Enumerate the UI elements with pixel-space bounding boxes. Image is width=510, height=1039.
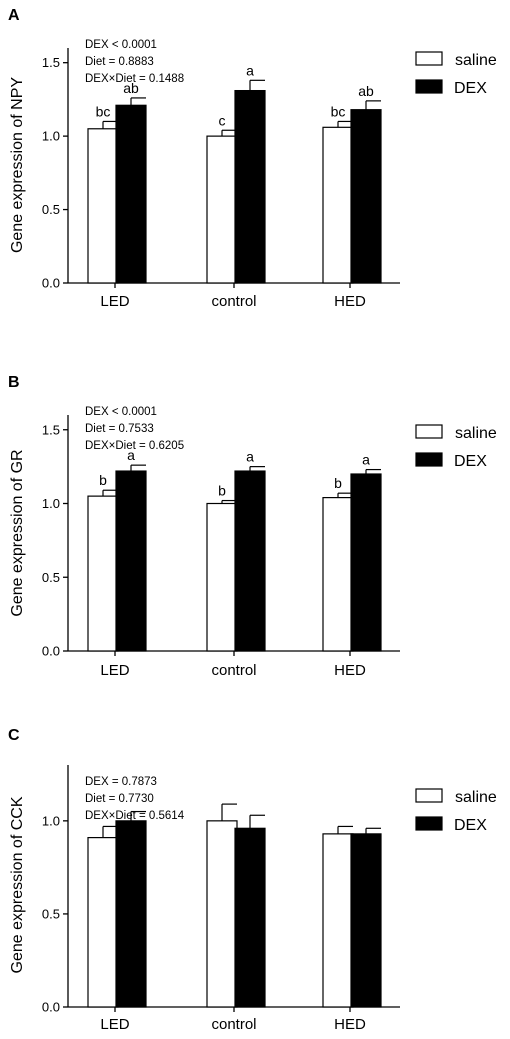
- panel-label: A: [8, 7, 20, 24]
- chart-panel-a: A 0.0 0.5 1.0 1.5 Gene expression of NPY LED co…: [8, 7, 497, 310]
- stat-annotation: DEX < 0.0001: [85, 406, 157, 418]
- stat-annotation: Diet = 0.8883: [85, 56, 154, 68]
- stat-annotation: DEX×Diet = 0.5614: [85, 810, 185, 822]
- stat-annotation: Diet = 0.7730: [85, 793, 154, 805]
- significance-letter: bc: [96, 103, 111, 119]
- bar-saline: [322, 833, 354, 1008]
- category-label: HED: [334, 1016, 366, 1033]
- bar-dex: [234, 827, 266, 1008]
- significance-letter: b: [334, 475, 342, 491]
- stat-annotation: DEX = 0.7873: [85, 776, 157, 788]
- bar-dex: [115, 104, 147, 284]
- y-axis-label: Gene expression of NPY: [9, 77, 26, 253]
- legend-label-saline: saline: [455, 789, 497, 806]
- bar-saline: [206, 135, 238, 284]
- bar-saline: [322, 126, 354, 284]
- bar-saline: [87, 495, 119, 652]
- y-axis-label: Gene expression of CCK: [9, 796, 26, 973]
- significance-letter: ab: [358, 83, 374, 99]
- significance-letter: a: [362, 452, 370, 468]
- y-tick-label: 1.5: [42, 422, 60, 437]
- legend-label-dex: DEX: [454, 80, 487, 97]
- bar-saline: [322, 497, 354, 652]
- legend-label-saline: saline: [455, 52, 497, 69]
- y-tick-label: 0.5: [42, 570, 60, 585]
- bar-saline: [87, 128, 119, 284]
- significance-letter: b: [218, 483, 226, 499]
- bar-dex: [234, 89, 266, 284]
- bar-saline: [87, 836, 119, 1008]
- legend-swatch-saline: [415, 788, 443, 803]
- bar-saline: [206, 502, 238, 652]
- category-label: LED: [100, 293, 129, 310]
- significance-letter: bc: [331, 103, 346, 119]
- category-label: control: [211, 662, 256, 679]
- chart-panel-b: B 0.0 0.5 1.0 1.5 Gene expression of GR LED con…: [8, 374, 497, 679]
- y-axis-label: Gene expression of GR: [9, 449, 26, 616]
- y-tick-label: 0.5: [42, 906, 60, 921]
- y-tick-label: 1.5: [42, 55, 60, 70]
- y-tick-label: 1.0: [42, 496, 60, 511]
- stat-annotation: Diet = 0.7533: [85, 423, 154, 435]
- chart-panel-c: C 0.0 0.5 1.0 Gene expression of CCK LED contr…: [8, 727, 497, 1033]
- legend-swatch-dex: [415, 79, 443, 94]
- y-tick-label: 0.5: [42, 202, 60, 217]
- bar-dex: [350, 109, 382, 284]
- bar-dex: [115, 470, 147, 652]
- bar-dex: [350, 833, 382, 1008]
- category-label: control: [211, 1016, 256, 1033]
- y-tick-label: 0.0: [42, 644, 60, 659]
- y-tick-label: 1.0: [42, 129, 60, 144]
- panel-label: C: [8, 727, 20, 744]
- stat-annotation: DEX×Diet = 0.6205: [85, 440, 184, 452]
- category-label: LED: [100, 1016, 129, 1033]
- category-label: HED: [334, 293, 366, 310]
- y-tick-label: 1.0: [42, 813, 60, 828]
- legend-label-dex: DEX: [454, 817, 487, 834]
- significance-letter: c: [219, 112, 226, 128]
- legend-label-saline: saline: [455, 425, 497, 442]
- significance-letter: a: [246, 62, 254, 78]
- category-label: HED: [334, 662, 366, 679]
- significance-letter: b: [99, 472, 107, 488]
- bar-dex: [234, 470, 266, 652]
- bar-dex: [350, 473, 382, 652]
- legend-swatch-dex: [415, 452, 443, 467]
- bar-dex: [115, 820, 147, 1008]
- legend-label-dex: DEX: [454, 453, 487, 470]
- category-label: LED: [100, 662, 129, 679]
- legend-swatch-dex: [415, 816, 443, 831]
- legend-swatch-saline: [415, 424, 443, 439]
- y-tick-label: 0.0: [42, 1000, 60, 1015]
- category-label: control: [211, 293, 256, 310]
- panel-label: B: [8, 374, 20, 391]
- stat-annotation: DEX×Diet = 0.1488: [85, 73, 184, 85]
- significance-letter: a: [127, 447, 135, 463]
- y-tick-label: 0.0: [42, 276, 60, 291]
- legend-swatch-saline: [415, 51, 443, 66]
- stat-annotation: DEX < 0.0001: [85, 39, 157, 51]
- significance-letter: ab: [123, 80, 139, 96]
- bar-saline: [206, 820, 238, 1008]
- significance-letter: a: [246, 449, 254, 465]
